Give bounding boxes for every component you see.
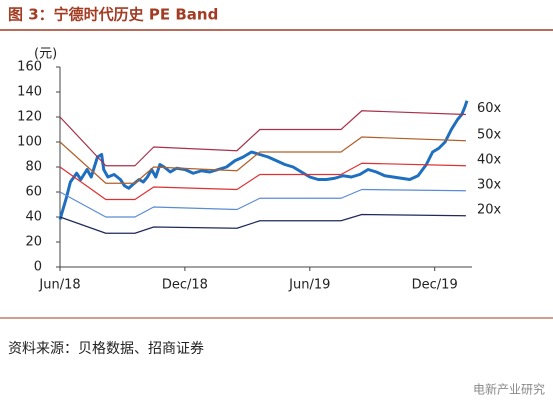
band-line (59, 162, 466, 201)
y-tick-label: 40 (25, 210, 42, 225)
x-tick-label: Jun/18 (38, 278, 80, 293)
series-label: 60x (477, 101, 502, 116)
x-tick-label: Dec/19 (412, 278, 458, 293)
y-axis-label: (元) (34, 47, 57, 62)
y-tick-label: 140 (17, 85, 42, 100)
x-tick-label: Jun/19 (288, 278, 330, 293)
series-label: 30x (477, 177, 502, 192)
chart-title: 图 3：宁德时代历史 PE Band (8, 6, 218, 24)
y-tick-label: 160 (17, 60, 42, 75)
y-tick-label: 100 (17, 135, 42, 150)
band-line (59, 110, 466, 167)
y-tick-label: 120 (17, 110, 42, 125)
band-line (59, 136, 466, 184)
series-label: 40x (477, 152, 502, 167)
band-line (59, 213, 466, 234)
y-tick-label: 60 (25, 185, 42, 200)
y-tick-label: 20 (25, 235, 42, 250)
y-tick-label: 0 (34, 260, 42, 275)
series-label: 20x (477, 202, 502, 217)
watermark: 电新产业研究 (473, 382, 545, 397)
series-label: 50x (477, 127, 502, 142)
source: 资料来源：贝格数据、招商证券 (8, 341, 204, 357)
price-line (58, 100, 469, 220)
band-line (59, 188, 466, 218)
x-tick-label: Dec/18 (162, 278, 208, 293)
y-tick-label: 80 (25, 160, 42, 175)
